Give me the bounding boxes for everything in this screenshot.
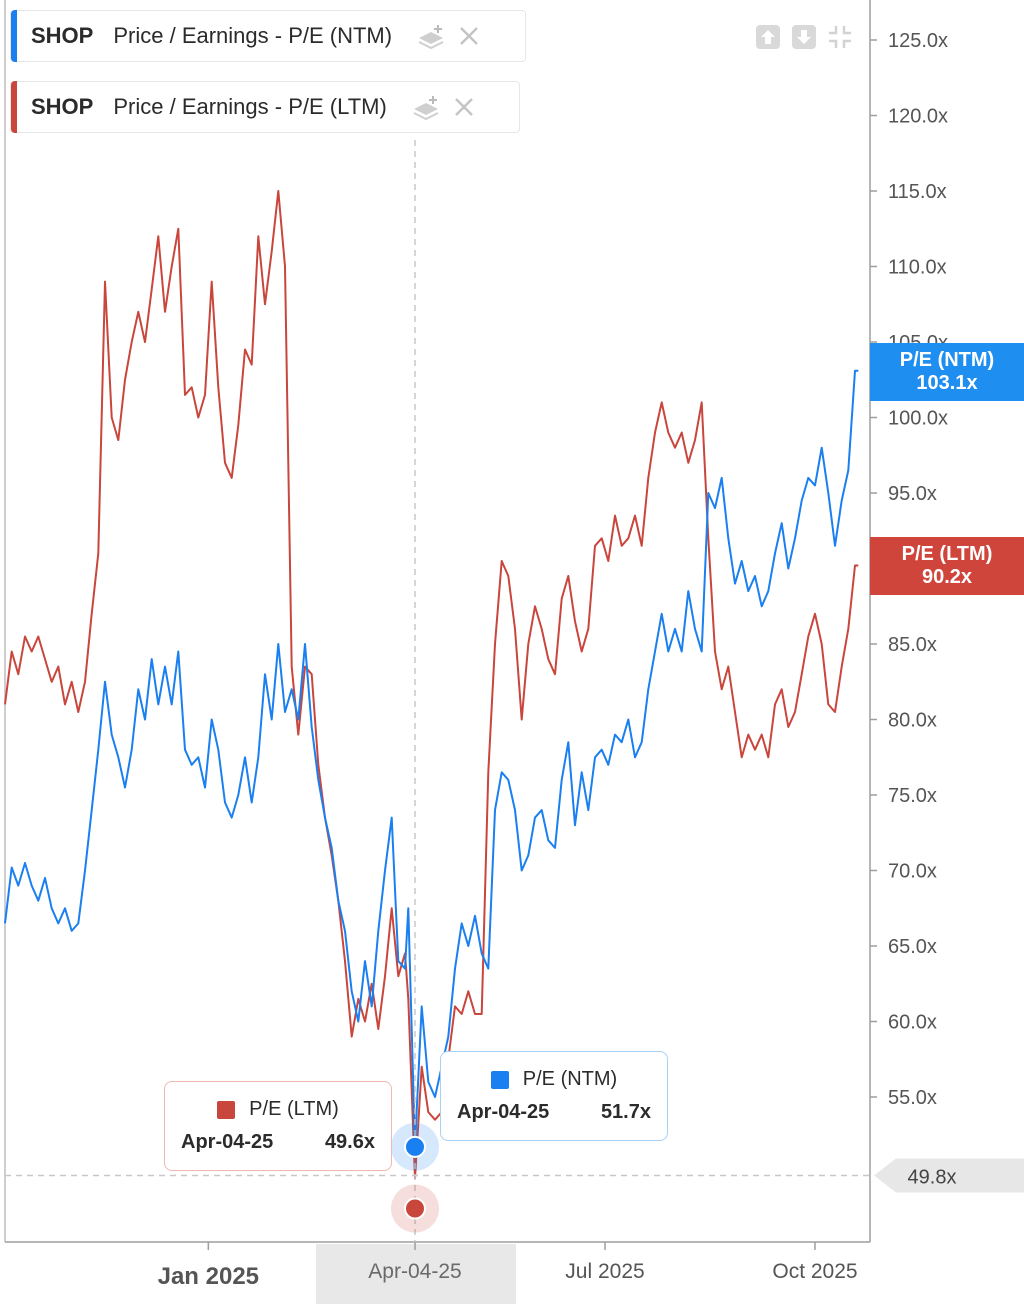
tooltip-ltm-date: Apr-04-25 (181, 1131, 274, 1153)
crosshair-value-tag (874, 1158, 1024, 1193)
ntm-tag-value: 103.1x (916, 372, 978, 394)
legend-ltm[interactable]: SHOP Price / Earnings - P/E (LTM) (10, 81, 520, 133)
y-tick-label: 120.0x (888, 106, 948, 128)
overlay: 49.8x (5, 140, 1024, 1242)
series-line-ntm (4, 369, 859, 1148)
y-tick-label: 110.0x (888, 257, 947, 279)
ltm-tag-value: 90.2x (921, 566, 973, 588)
y-tick-label: 100.0x (888, 408, 948, 430)
ntm-last-value-tag: P/E (NTM) 103.1x (870, 343, 1024, 401)
ltm-last-value-tag: P/E (LTM) 90.2x (870, 537, 1024, 595)
hover-marker-ntm (404, 1135, 426, 1158)
y-tick-label: 65.0x (888, 936, 937, 958)
layers-add-icon[interactable] (416, 21, 446, 51)
x-tick-label: Jan 2025 (158, 1263, 259, 1290)
tooltip-ntm-header: P/E (NTM) (441, 1068, 667, 1091)
tooltip-ntm: P/E (NTM) Apr-04-25 51.7x (440, 1051, 668, 1141)
tooltip-ntm-swatch (490, 1070, 509, 1089)
layers-add-icon[interactable] (411, 92, 441, 122)
y-tick-label: 55.0x (888, 1087, 937, 1109)
y-tick-label: 95.0x (888, 483, 937, 505)
collapse-icon[interactable] (827, 24, 853, 50)
legend-ltm-metric: Price / Earnings - P/E (LTM) (113, 94, 387, 119)
tooltip-ltm-header: P/E (LTM) (165, 1098, 391, 1121)
y-tick-label: 80.0x (888, 710, 937, 732)
x-tick-label: Oct 2025 (772, 1260, 857, 1283)
legend-ntm-color-bar (11, 10, 17, 62)
arrow-down-icon[interactable] (791, 24, 817, 50)
y-tick-label: 115.0x (888, 181, 947, 203)
tooltip-ltm: P/E (LTM) Apr-04-25 49.6x (164, 1081, 392, 1171)
tooltip-ntm-label: P/E (NTM) (522, 1068, 618, 1090)
hover-marker-ltm (404, 1197, 426, 1220)
close-icon[interactable] (451, 94, 477, 120)
legend-ntm-metric: Price / Earnings - P/E (NTM) (113, 23, 393, 48)
series-layer (4, 190, 859, 1180)
y-tick-label: 85.0x (888, 634, 937, 656)
y-tick-label: 125.0x (888, 30, 948, 52)
y-tick-label: 60.0x (888, 1012, 937, 1034)
tooltip-ltm-value: 49.6x (324, 1131, 375, 1153)
x-tick-label: Apr-04-25 (368, 1260, 461, 1283)
tooltip-ntm-date: Apr-04-25 (457, 1101, 550, 1123)
close-icon[interactable] (456, 23, 482, 49)
tooltip-ltm-swatch (217, 1100, 236, 1119)
legend-ltm-ticker: SHOP (31, 94, 94, 119)
y-tick-label: 75.0x (888, 785, 937, 807)
arrow-up-icon[interactable] (755, 24, 781, 50)
tooltip-ntm-value: 51.7x (600, 1101, 651, 1123)
legend-ltm-color-bar (11, 81, 17, 133)
crosshair-value-label: 49.8x (908, 1167, 957, 1189)
ltm-tag-label: P/E (LTM) (901, 543, 993, 565)
legend-ntm-ticker: SHOP (31, 23, 94, 48)
y-tick-label: 70.0x (888, 861, 937, 883)
series-line-ltm (4, 190, 859, 1180)
x-highlight-band (316, 1244, 516, 1304)
legend-ntm[interactable]: SHOP Price / Earnings - P/E (NTM) (10, 10, 526, 62)
tooltip-ltm-label: P/E (LTM) (249, 1098, 339, 1120)
x-tick-label: Jul 2025 (565, 1260, 644, 1283)
ntm-tag-label: P/E (NTM) (899, 349, 995, 371)
